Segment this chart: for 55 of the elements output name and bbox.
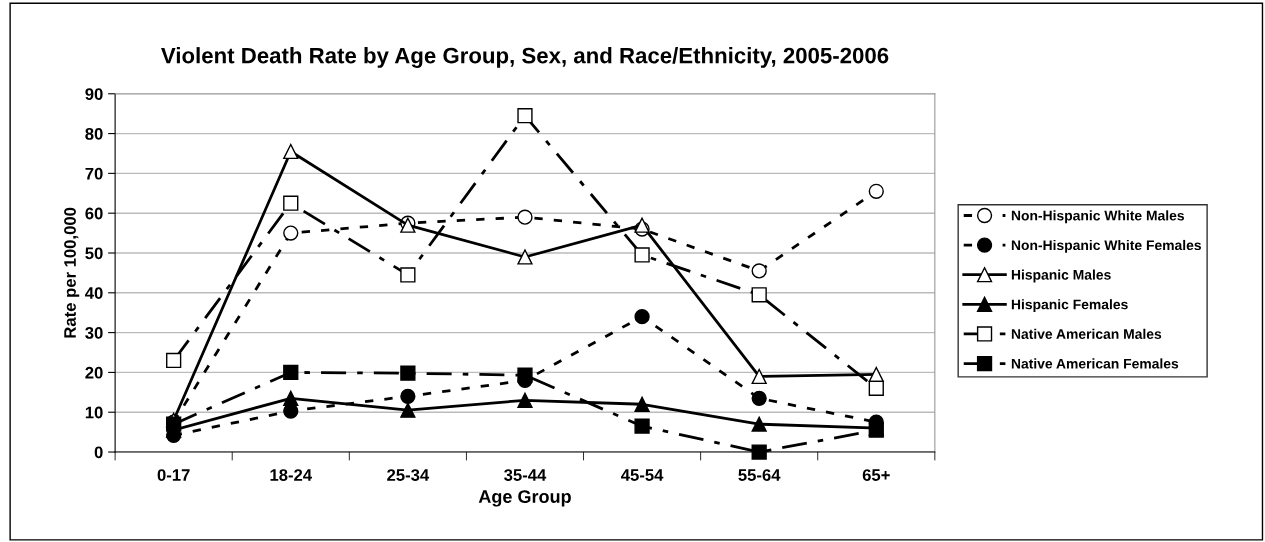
point (283, 195, 299, 211)
x-tick-label: 45-54 (621, 469, 664, 481)
point (868, 183, 884, 199)
legend-label: Non-Hispanic White Males (1011, 210, 1185, 224)
legend-label: Native American Males (1011, 328, 1162, 339)
legend-label: Native American Females (1011, 358, 1179, 369)
point (283, 225, 299, 241)
y-tick-label: 50 (85, 247, 103, 260)
point (400, 365, 416, 381)
x-tick-label: 35-44 (504, 469, 547, 481)
point (517, 367, 533, 383)
x-tick-label: 55-64 (738, 469, 781, 481)
point (634, 247, 650, 263)
point (751, 263, 767, 279)
x-tick-label: 0-17 (157, 469, 190, 481)
point (634, 217, 650, 233)
point (868, 366, 884, 383)
y-tick-label: 70 (85, 167, 103, 180)
point (751, 368, 767, 385)
y-tick-label: 0 (94, 446, 103, 459)
y-axis-title: Rate per 100,000 (64, 207, 80, 338)
point (751, 287, 767, 303)
point (634, 396, 650, 412)
y-tick-label: 80 (85, 127, 103, 140)
point (517, 392, 533, 408)
x-tick-label: 18-24 (270, 469, 312, 481)
point (868, 380, 884, 396)
point (283, 143, 299, 160)
point (166, 352, 182, 369)
y-tick-label: 10 (85, 406, 103, 419)
chart-title: Violent Death Rate by Age Group, Sex, and Race/Ethnicity, 2005-2006 (161, 47, 889, 68)
point (634, 309, 650, 325)
point (751, 416, 767, 432)
point (517, 209, 533, 225)
y-tick-label: 40 (85, 287, 103, 299)
point (751, 390, 767, 406)
x-tick-label: 65+ (862, 469, 890, 481)
legend-label: Non-Hispanic White Females (1011, 239, 1201, 253)
point (400, 267, 416, 283)
point (400, 388, 416, 404)
x-axis-title: Age Group (478, 490, 571, 507)
legend-label: Hispanic Females (1011, 299, 1128, 313)
y-tick-label: 20 (85, 366, 103, 379)
point (517, 108, 533, 124)
point (283, 390, 299, 406)
y-tick-label: 90 (85, 88, 103, 100)
y-tick-label: 30 (85, 327, 103, 339)
legend-label: Hispanic Males (1011, 269, 1111, 283)
point (283, 364, 299, 381)
point (517, 249, 533, 265)
y-tick-label: 60 (85, 207, 103, 220)
point (751, 444, 767, 460)
x-tick-label: 25-34 (387, 469, 430, 481)
point (634, 418, 650, 434)
point (400, 402, 416, 418)
